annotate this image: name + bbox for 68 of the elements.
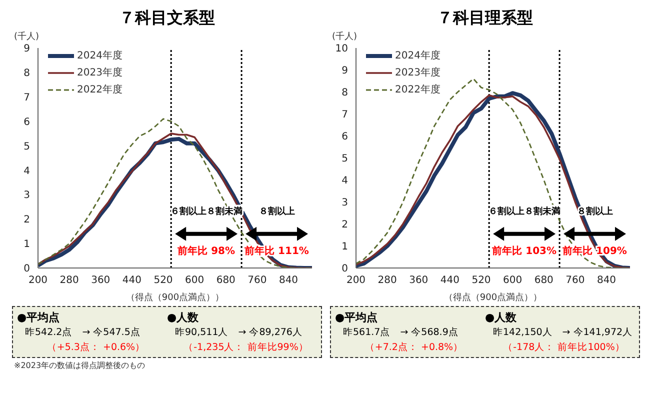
x-tick-label: 680 <box>534 275 554 286</box>
y-tick-label: 5 <box>342 154 348 165</box>
y-tick-label: 1 <box>24 239 30 250</box>
x-tick-label: 840 <box>278 275 298 286</box>
text: 昨142,150人 → 今141,972人 <box>492 326 634 340</box>
x-tick-label: 440 <box>440 275 460 286</box>
x-tick-label: 440 <box>122 275 142 286</box>
x-tick-label: 840 <box>596 275 616 286</box>
annotation: 前年比 103% <box>491 245 556 258</box>
legend-label: 2023年度 <box>395 66 440 79</box>
x-tick-label: 680 <box>216 275 236 286</box>
annotation: 前年比 98% <box>176 245 236 258</box>
x-tick-label: 360 <box>409 275 428 286</box>
y-tick-label: 10 <box>335 44 348 55</box>
legend-label: 2023年度 <box>77 66 122 79</box>
x-tick-label: 520 <box>154 275 173 286</box>
legend-label: 2024年度 <box>395 50 440 62</box>
text: 昨90,511人 → 今89,276人 <box>174 326 304 340</box>
x-axis-title: （得点（900点満点）） <box>444 292 542 303</box>
text: （+7.2点： +0.8%） <box>364 341 464 355</box>
y-tick-label: 2 <box>342 220 348 231</box>
y-tick-label: 5 <box>24 141 30 152</box>
legend-label: 2022年度 <box>395 84 440 96</box>
y-tick-label: 6 <box>342 132 348 143</box>
text: 昨542.2点 → 今547.5点 <box>24 326 142 340</box>
y-tick-label: 7 <box>24 92 30 104</box>
y-tick-label: 0 <box>342 264 348 275</box>
legend-label: 2022年度 <box>77 84 122 96</box>
legend-label: 2024年度 <box>77 50 122 62</box>
text: （-1,235人： 前年比99%） <box>182 341 310 355</box>
y-tick-label: 6 <box>24 116 30 128</box>
x-tick-label: 280 <box>378 275 397 286</box>
y-tick-label: 8 <box>342 88 348 99</box>
y-tick-label: 9 <box>24 44 30 55</box>
y-tick-label: 2 <box>24 214 30 226</box>
x-tick-label: 200 <box>28 275 48 286</box>
chart-title: ７科目理系型 <box>436 8 534 29</box>
text: ●平均点 <box>17 310 61 325</box>
text: ●平均点 <box>335 310 379 325</box>
text: （-178人： 前年比100%） <box>502 341 626 355</box>
y-tick-label: 3 <box>24 190 30 202</box>
annotation: ８割以上 <box>258 206 295 218</box>
y-tick-label: 4 <box>342 176 348 187</box>
y-tick-label: 8 <box>24 68 30 79</box>
y-tick-label: 9 <box>342 66 348 77</box>
y-tick-label: 4 <box>24 166 30 177</box>
annotation: ８割以上 <box>576 206 613 218</box>
text: （+5.3点： +0.6%） <box>46 341 146 355</box>
y-axis-title: (千人) <box>14 30 40 43</box>
text: ●人数 <box>167 310 200 325</box>
x-tick-label: 760 <box>566 275 585 286</box>
text: ※2023年の数値は得点調整後のもの <box>14 360 146 371</box>
x-tick-label: 360 <box>91 275 110 286</box>
x-tick-label: 600 <box>503 275 522 286</box>
chart-title: ７科目文系型 <box>118 8 216 29</box>
x-tick-label: 600 <box>185 275 204 286</box>
x-axis-title: （得点（900点満点）） <box>126 292 224 303</box>
y-tick-label: 3 <box>342 198 348 209</box>
x-tick-label: 200 <box>346 275 366 286</box>
text: ●人数 <box>485 310 518 325</box>
x-tick-label: 280 <box>60 275 79 286</box>
x-tick-label: 760 <box>248 275 267 286</box>
text: 昨561.7点 → 今568.9点 <box>342 326 460 340</box>
y-axis-title: (千人) <box>332 30 358 43</box>
y-tick-label: 7 <box>342 110 348 121</box>
y-tick-label: 1 <box>342 242 348 253</box>
y-tick-label: 0 <box>24 264 30 275</box>
x-tick-label: 520 <box>472 275 491 286</box>
